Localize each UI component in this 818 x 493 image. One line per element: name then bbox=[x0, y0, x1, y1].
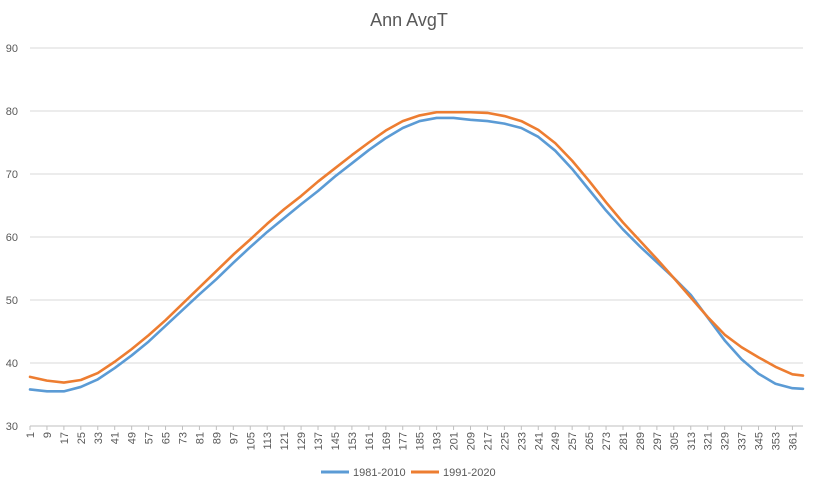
x-tick-label: 17 bbox=[59, 432, 71, 444]
x-tick-label: 297 bbox=[652, 432, 664, 450]
x-tick-label: 265 bbox=[584, 432, 596, 450]
x-tick-label: 41 bbox=[110, 432, 122, 444]
x-tick-label: 201 bbox=[449, 432, 461, 450]
x-tick-label: 225 bbox=[499, 432, 511, 450]
x-tick-label: 289 bbox=[635, 432, 647, 450]
x-tick-label: 209 bbox=[466, 432, 478, 450]
x-tick-label: 273 bbox=[601, 432, 613, 450]
x-tick-label: 329 bbox=[720, 432, 732, 450]
legend-label: 1991-2020 bbox=[443, 467, 496, 479]
y-tick-label: 90 bbox=[6, 43, 18, 55]
x-tick-label: 361 bbox=[787, 432, 799, 450]
x-tick-label: 177 bbox=[398, 432, 410, 450]
x-tick-label: 73 bbox=[177, 432, 189, 444]
y-tick-label: 40 bbox=[6, 358, 18, 370]
y-tick-label: 50 bbox=[6, 295, 18, 307]
x-tick-label: 137 bbox=[313, 432, 325, 450]
x-tick-label: 313 bbox=[686, 432, 698, 450]
x-tick-label: 105 bbox=[245, 432, 257, 450]
x-tick-label: 169 bbox=[381, 432, 393, 450]
y-tick-label: 70 bbox=[6, 169, 18, 181]
x-tick-label: 337 bbox=[737, 432, 749, 450]
x-tick-label: 153 bbox=[347, 432, 359, 450]
series-lines bbox=[28, 110, 805, 393]
y-axis: 30 40 50 60 70 80 90 bbox=[6, 43, 18, 433]
legend-label: 1981-2010 bbox=[353, 467, 406, 479]
series-line-1981-2010 bbox=[28, 116, 805, 393]
x-tick-label: 129 bbox=[296, 432, 308, 450]
gridlines bbox=[30, 47, 803, 427]
legend-item: 1991-2020 bbox=[411, 467, 496, 479]
x-tick-label: 185 bbox=[415, 432, 427, 450]
x-tick-label: 321 bbox=[703, 432, 715, 450]
x-tick-label: 1 bbox=[25, 432, 37, 438]
x-tick-label: 33 bbox=[93, 432, 105, 444]
x-tick-label: 193 bbox=[432, 432, 444, 450]
x-tick-label: 305 bbox=[669, 432, 681, 450]
x-tick-label: 257 bbox=[567, 432, 579, 450]
x-tick-label: 241 bbox=[533, 432, 545, 450]
series-line-1991-2020 bbox=[28, 110, 805, 384]
legend-item: 1981-2010 bbox=[321, 467, 406, 479]
x-tick-label: 81 bbox=[194, 432, 206, 444]
x-tick-label: 233 bbox=[516, 432, 528, 450]
x-tick-label: 281 bbox=[618, 432, 630, 450]
x-axis: 1 9 17 25 33 41 49 57 65 73 81 89 97 105 113 121 129 137 1… bbox=[25, 426, 799, 450]
y-tick-label: 80 bbox=[6, 106, 18, 118]
x-tick-label: 89 bbox=[211, 432, 223, 444]
x-tick-label: 25 bbox=[76, 432, 88, 444]
chart-title: Ann AvgT bbox=[370, 10, 448, 30]
x-tick-label: 353 bbox=[770, 432, 782, 450]
x-tick-label: 57 bbox=[144, 432, 156, 444]
y-tick-label: 60 bbox=[6, 232, 18, 244]
legend: 1981-2010 1991-2020 bbox=[321, 467, 496, 479]
x-tick-label: 49 bbox=[127, 432, 139, 444]
x-tick-label: 113 bbox=[262, 432, 274, 450]
x-tick-label: 121 bbox=[279, 432, 291, 450]
x-tick-label: 9 bbox=[42, 432, 54, 438]
x-tick-label: 65 bbox=[161, 432, 173, 444]
x-tick-label: 97 bbox=[228, 432, 240, 444]
x-tick-label: 161 bbox=[364, 432, 376, 450]
x-tick-label: 145 bbox=[330, 432, 342, 450]
y-tick-label: 30 bbox=[6, 421, 18, 433]
x-tick-label: 217 bbox=[482, 432, 494, 450]
x-tick-label: 249 bbox=[550, 432, 562, 450]
x-tick-label: 345 bbox=[754, 432, 766, 450]
